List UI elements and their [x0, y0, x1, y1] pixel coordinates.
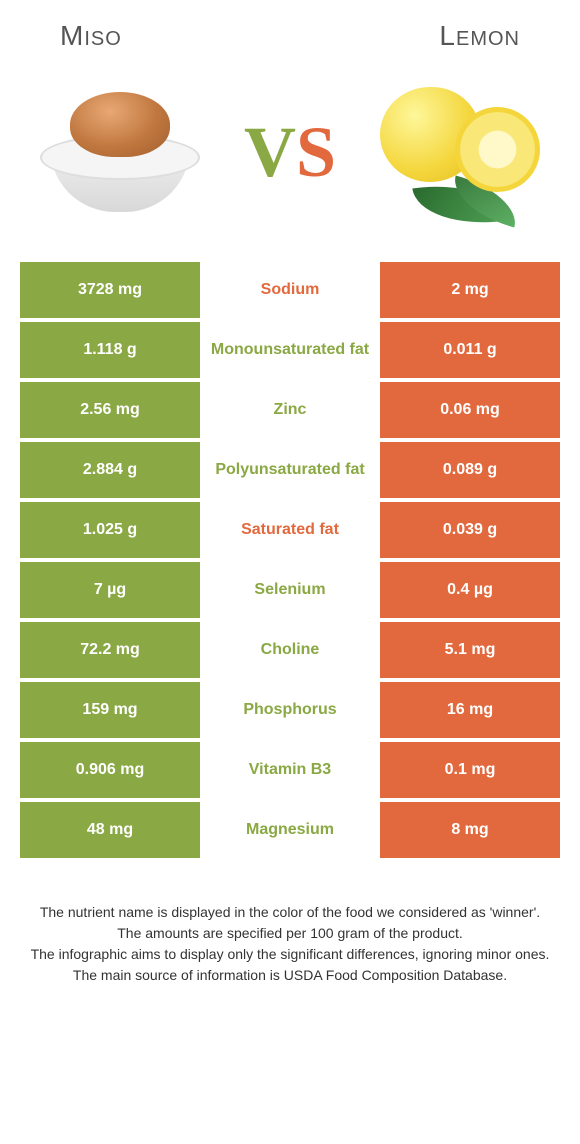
title-right: Lemon: [439, 20, 520, 52]
table-row: 2.884 gPolyunsaturated fat0.089 g: [20, 442, 560, 498]
left-value: 0.906 mg: [20, 742, 200, 798]
left-value: 2.884 g: [20, 442, 200, 498]
table-row: 1.118 gMonounsaturated fat0.011 g: [20, 322, 560, 378]
nutrient-label: Saturated fat: [200, 502, 380, 558]
table-row: 72.2 mgCholine5.1 mg: [20, 622, 560, 678]
table-row: 0.906 mgVitamin B30.1 mg: [20, 742, 560, 798]
footnotes: The nutrient name is displayed in the co…: [0, 862, 580, 986]
right-value: 5.1 mg: [380, 622, 560, 678]
nutrient-label: Sodium: [200, 262, 380, 318]
table-row: 7 µgSelenium0.4 µg: [20, 562, 560, 618]
nutrient-label: Monounsaturated fat: [200, 322, 380, 378]
nutrient-label: Choline: [200, 622, 380, 678]
image-row: VS: [0, 62, 580, 262]
left-value: 1.118 g: [20, 322, 200, 378]
left-value: 1.025 g: [20, 502, 200, 558]
table-row: 3728 mgSodium2 mg: [20, 262, 560, 318]
table-row: 159 mgPhosphorus16 mg: [20, 682, 560, 738]
header: Miso Lemon: [0, 0, 580, 62]
footnote-line: The infographic aims to display only the…: [30, 944, 550, 965]
left-value: 72.2 mg: [20, 622, 200, 678]
right-value: 0.06 mg: [380, 382, 560, 438]
right-value: 0.089 g: [380, 442, 560, 498]
nutrient-label: Polyunsaturated fat: [200, 442, 380, 498]
left-value: 7 µg: [20, 562, 200, 618]
right-value: 8 mg: [380, 802, 560, 858]
vs-s: S: [296, 112, 336, 192]
right-value: 16 mg: [380, 682, 560, 738]
left-value: 2.56 mg: [20, 382, 200, 438]
table-row: 48 mgMagnesium8 mg: [20, 802, 560, 858]
nutrient-label: Selenium: [200, 562, 380, 618]
left-value: 3728 mg: [20, 262, 200, 318]
footnote-line: The main source of information is USDA F…: [30, 965, 550, 986]
lemon-image: [370, 72, 550, 232]
nutrient-label: Vitamin B3: [200, 742, 380, 798]
nutrient-table: 3728 mgSodium2 mg1.118 gMonounsaturated …: [0, 262, 580, 858]
right-value: 0.1 mg: [380, 742, 560, 798]
nutrient-label: Phosphorus: [200, 682, 380, 738]
left-value: 48 mg: [20, 802, 200, 858]
table-row: 1.025 gSaturated fat0.039 g: [20, 502, 560, 558]
vs-label: VS: [244, 111, 336, 194]
right-value: 2 mg: [380, 262, 560, 318]
right-value: 0.039 g: [380, 502, 560, 558]
nutrient-label: Zinc: [200, 382, 380, 438]
right-value: 0.4 µg: [380, 562, 560, 618]
right-value: 0.011 g: [380, 322, 560, 378]
title-left: Miso: [60, 20, 122, 52]
miso-image: [30, 72, 210, 232]
vs-v: V: [244, 112, 296, 192]
footnote-line: The amounts are specified per 100 gram o…: [30, 923, 550, 944]
left-value: 159 mg: [20, 682, 200, 738]
footnote-line: The nutrient name is displayed in the co…: [30, 902, 550, 923]
table-row: 2.56 mgZinc0.06 mg: [20, 382, 560, 438]
nutrient-label: Magnesium: [200, 802, 380, 858]
